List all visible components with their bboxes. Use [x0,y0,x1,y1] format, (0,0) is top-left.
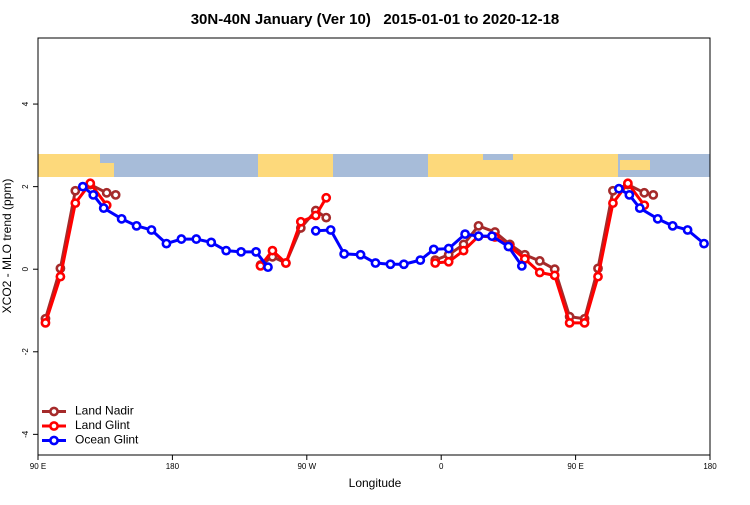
point [398,259,409,270]
legend-marker [49,406,59,417]
point [55,271,66,282]
point [639,187,650,198]
point [534,256,545,266]
point [77,181,88,192]
point [70,198,81,209]
point [460,229,470,240]
point [443,243,454,254]
x-tick-label: 180 [166,462,180,471]
legend-label: Land Nadir [75,404,134,418]
point [458,245,469,256]
point [321,192,332,203]
x-tick-label: 90 W [297,462,316,471]
point [255,261,266,271]
point [146,225,157,235]
point [415,255,426,266]
point [622,178,633,189]
point [473,231,484,242]
point [516,261,527,271]
x-axis-label: Longitude [349,476,402,490]
y-tick-label: -4 [21,430,30,438]
legend-label: Land Glint [75,418,130,432]
point [487,231,497,242]
point [430,258,441,268]
point [176,234,187,244]
point [648,189,659,200]
point [534,267,545,278]
point [325,225,336,235]
point [608,198,618,209]
point [699,238,709,249]
point [251,246,261,257]
x-tick-label: 180 [703,462,717,471]
point [652,213,663,224]
point [221,245,232,256]
point [634,203,645,214]
y-tick-label: 4 [21,101,30,106]
point [370,258,381,268]
y-axis-label: XCO2 - MLO trend (ppm) [0,179,14,314]
point [191,234,202,244]
point [40,317,51,328]
point [310,210,321,221]
point [131,220,142,231]
x-tick-label: 0 [439,462,444,471]
point [443,256,454,267]
y-tick-label: -2 [21,348,30,356]
x-tick-label: 90 E [30,462,46,471]
chart-title: 30N-40N January (Ver 10) 2015-01-01 to 2… [191,11,560,28]
map-strip [38,154,710,177]
point [614,183,624,194]
point [355,249,366,260]
point [85,178,96,189]
point [321,212,332,223]
point [263,262,273,273]
point [667,220,678,231]
x-tick-label: 90 E [567,462,583,471]
point [473,220,484,231]
point [593,271,603,282]
point [116,213,127,224]
legend-marker [49,421,59,431]
point [624,189,635,200]
point [161,238,172,249]
point [88,189,99,200]
point [206,237,217,248]
point [267,245,278,256]
point [101,187,112,198]
legend-marker [49,435,59,446]
legend-label: Ocean Glint [75,433,139,447]
point [549,270,560,281]
point [564,317,575,328]
point [428,244,439,255]
point [682,225,693,235]
point [98,203,109,214]
point [280,258,291,268]
point [310,225,321,236]
y-tick-label: 2 [21,184,30,189]
point [579,317,590,328]
point [70,185,81,196]
y-tick-label: 0 [21,266,30,271]
point [385,259,396,270]
point [295,216,306,227]
point [503,241,514,252]
point [236,246,246,257]
point [339,249,350,259]
plot-frame [37,37,711,456]
point [110,189,121,200]
